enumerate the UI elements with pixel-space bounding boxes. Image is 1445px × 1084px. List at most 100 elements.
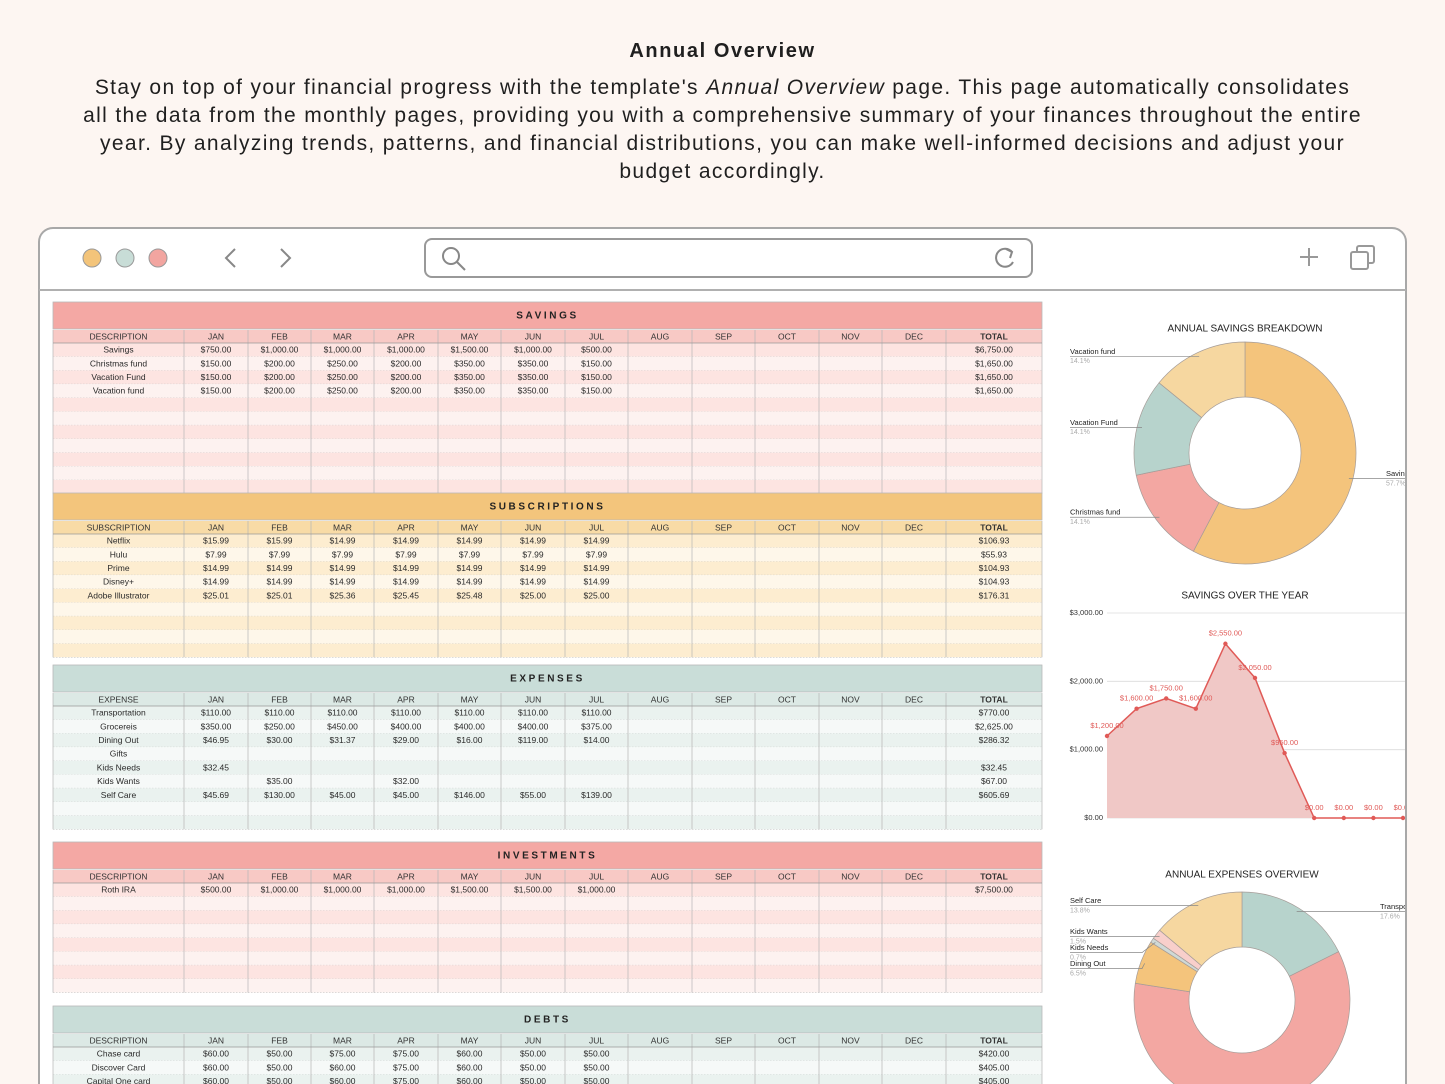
table-row bbox=[53, 719, 1042, 734]
table-cell: $45.69 bbox=[203, 790, 229, 800]
table: SUBSCRIPTIONS SUBSCRIPTION JAN FEB MAR APR MAY… bbox=[52, 492, 1043, 658]
data-label: $1,200.00 bbox=[1090, 721, 1123, 730]
column-header: TOTAL bbox=[980, 694, 1008, 704]
column-header: AUG bbox=[651, 522, 669, 532]
address-bar[interactable] bbox=[424, 238, 1033, 278]
table-cell: $16.00 bbox=[457, 735, 483, 745]
header-row bbox=[53, 330, 1042, 343]
table-row bbox=[53, 760, 1042, 775]
slice-label: Savings bbox=[1386, 469, 1413, 478]
table-cell: $200.00 bbox=[391, 386, 422, 396]
column-header: JUL bbox=[589, 331, 604, 341]
column-header: JUN bbox=[525, 871, 542, 881]
table-cell: $25.01 bbox=[267, 590, 293, 600]
column-header: MAY bbox=[461, 1035, 479, 1045]
column-header: MAR bbox=[333, 331, 352, 341]
tabs-button[interactable] bbox=[1350, 245, 1375, 270]
column-header: FEB bbox=[271, 871, 288, 881]
column-header: OCT bbox=[778, 694, 796, 704]
data-point bbox=[1252, 675, 1258, 681]
table: DEBTS DESCRIPTION JAN FEB MAR APR MAY JUN JUL AUG… bbox=[52, 1005, 1043, 1084]
column-header: JAN bbox=[208, 331, 224, 341]
table-cell: $50.00 bbox=[584, 1062, 610, 1072]
column-header: JUN bbox=[525, 522, 542, 532]
table-cell: $14.00 bbox=[584, 735, 610, 745]
data-label: $0.00 bbox=[1305, 803, 1324, 812]
column-header: AUG bbox=[651, 694, 669, 704]
data-point bbox=[1312, 815, 1317, 821]
table-cell: $50.00 bbox=[584, 1076, 610, 1084]
table-cell: $75.00 bbox=[393, 1049, 419, 1059]
window-button[interactable] bbox=[148, 248, 168, 268]
column-header: AUG bbox=[651, 871, 669, 881]
column-header: MAY bbox=[461, 522, 479, 532]
table-cell: $146.00 bbox=[454, 790, 485, 800]
table-cell: $50.00 bbox=[584, 1049, 610, 1059]
window-button[interactable] bbox=[115, 248, 135, 268]
table-cell: $200.00 bbox=[391, 358, 422, 368]
table-row bbox=[53, 384, 1042, 398]
column-header: MAR bbox=[333, 694, 352, 704]
table-title: INVESTMENTS bbox=[498, 851, 598, 862]
row-label: Dining Out bbox=[98, 735, 139, 745]
y-tick-label: $2,000.00 bbox=[1070, 676, 1103, 685]
table-cell: $14.99 bbox=[584, 563, 610, 573]
table-cell: $400.00 bbox=[391, 721, 422, 731]
window-button[interactable] bbox=[82, 248, 102, 268]
table-cell: $15.99 bbox=[203, 536, 229, 546]
data-point bbox=[1371, 815, 1376, 821]
table-cell: $1,500.00 bbox=[514, 885, 552, 895]
table-row bbox=[53, 438, 1042, 453]
table-cell: $14.99 bbox=[330, 563, 356, 573]
table-cell: $60.00 bbox=[457, 1049, 483, 1059]
table: EXPENSES EXPENSE JAN FEB MAR APR MAY JUN JUL AUG S… bbox=[52, 664, 1043, 830]
table-cell: $55.93 bbox=[981, 549, 1007, 559]
table-row bbox=[53, 616, 1042, 630]
column-header: SEP bbox=[715, 694, 732, 704]
forward-button[interactable] bbox=[280, 248, 292, 268]
table-cell: $14.99 bbox=[267, 577, 293, 587]
column-header: MAR bbox=[333, 1035, 352, 1045]
table-cell: $375.00 bbox=[581, 721, 612, 731]
table-cell: $14.99 bbox=[520, 536, 546, 546]
column-header: JUN bbox=[525, 694, 542, 704]
table-cell: $7.99 bbox=[332, 549, 354, 559]
table-cell: $150.00 bbox=[201, 386, 232, 396]
table-row bbox=[53, 370, 1042, 385]
table-cell: $420.00 bbox=[979, 1049, 1010, 1059]
slice-label: Kids Needs bbox=[1070, 943, 1109, 952]
back-button[interactable] bbox=[224, 248, 236, 268]
table-row bbox=[53, 343, 1042, 357]
table-row bbox=[53, 643, 1042, 658]
table-cell: $25.01 bbox=[203, 590, 229, 600]
column-header: FEB bbox=[271, 522, 288, 532]
column-header: DESCRIPTION bbox=[89, 331, 147, 341]
row-label: Netflix bbox=[107, 536, 131, 546]
column-header: JUN bbox=[525, 1035, 542, 1045]
table-cell: $150.00 bbox=[581, 358, 612, 368]
table-cell: $60.00 bbox=[457, 1076, 483, 1084]
table-cell: $25.45 bbox=[393, 590, 419, 600]
column-header: NOV bbox=[841, 331, 860, 341]
table-cell: $7.99 bbox=[395, 549, 417, 559]
table-cell: $14.99 bbox=[330, 536, 356, 546]
table-cell: $350.00 bbox=[454, 358, 485, 368]
table-row bbox=[53, 588, 1042, 603]
header-row bbox=[53, 870, 1042, 883]
table-cell: $32.45 bbox=[981, 762, 1007, 772]
table-title-bar bbox=[52, 301, 1043, 330]
column-header: FEB bbox=[271, 1035, 288, 1045]
new-tab-button[interactable] bbox=[1300, 248, 1318, 266]
slice-value: 1.5% bbox=[1070, 938, 1086, 945]
reload-button[interactable] bbox=[995, 247, 1014, 268]
row-label: Vacation fund bbox=[93, 386, 145, 396]
table-cell: $45.00 bbox=[393, 790, 419, 800]
column-header: NOV bbox=[841, 871, 860, 881]
table-cell: $14.99 bbox=[330, 577, 356, 587]
column-header: DESCRIPTION bbox=[89, 1035, 147, 1045]
table-row bbox=[53, 561, 1042, 576]
table-cell: $14.99 bbox=[520, 577, 546, 587]
table-cell: $405.00 bbox=[979, 1062, 1010, 1072]
table-cell: $130.00 bbox=[264, 790, 295, 800]
chart-title: ANNUAL EXPENSES OVERVIEW bbox=[1165, 870, 1319, 881]
